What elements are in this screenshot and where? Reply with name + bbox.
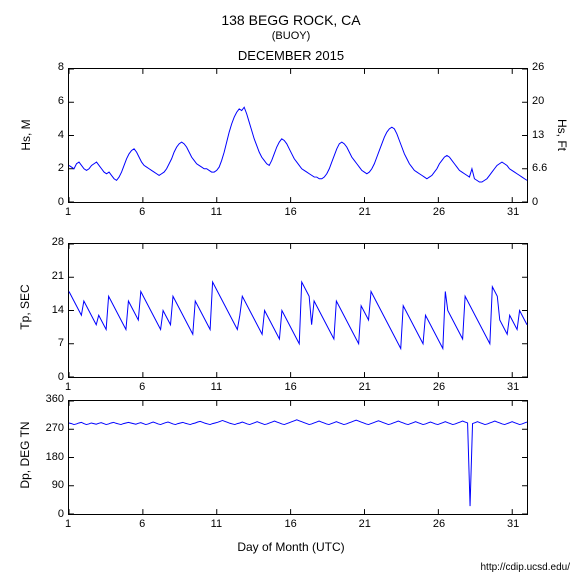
hs-panel: [68, 68, 528, 203]
ytick-label: 8: [34, 61, 64, 73]
xtick-label: 1: [53, 381, 83, 393]
xtick-label: 21: [350, 518, 380, 530]
y2tick-label: 0: [532, 196, 562, 208]
xtick-label: 16: [276, 381, 306, 393]
ytick-label: 28: [34, 236, 64, 248]
hs-plot: [69, 69, 527, 202]
ytick-label: 90: [34, 479, 64, 491]
xtick-label: 26: [424, 518, 454, 530]
tp-ylabel: Tp, SEC: [18, 282, 32, 332]
dp-panel: [68, 400, 528, 515]
xtick-label: 6: [127, 206, 157, 218]
tp-panel: [68, 243, 528, 378]
xtick-label: 11: [201, 518, 231, 530]
xtick-label: 6: [127, 518, 157, 530]
xtick-label: 16: [276, 206, 306, 218]
tp-plot: [69, 244, 527, 377]
dp-ylabel: Dp, DEG TN: [18, 420, 32, 490]
ytick-label: 21: [34, 270, 64, 282]
chart-month-title: DECEMBER 2015: [0, 48, 582, 63]
xtick-label: 21: [350, 381, 380, 393]
ytick-label: 6: [34, 95, 64, 107]
hs-ylabel: Hs, M: [19, 115, 33, 155]
xtick-label: 31: [498, 381, 528, 393]
xtick-label: 26: [424, 206, 454, 218]
dp-line: [69, 420, 527, 506]
ytick-label: 270: [34, 422, 64, 434]
hs-line: [69, 107, 527, 182]
xtick-label: 31: [498, 518, 528, 530]
y2tick-label: 20: [532, 95, 562, 107]
xtick-label: 26: [424, 381, 454, 393]
y2tick-label: 6.6: [532, 162, 562, 174]
y2tick-label: 13: [532, 129, 562, 141]
ytick-label: 2: [34, 162, 64, 174]
xtick-label: 6: [127, 381, 157, 393]
tp-line: [69, 282, 527, 349]
y2tick-label: 26: [532, 61, 562, 73]
chart-subtitle: (BUOY): [0, 30, 582, 42]
ytick-label: 4: [34, 129, 64, 141]
chart-title: 138 BEGG ROCK, CA: [0, 12, 582, 28]
xtick-label: 11: [201, 206, 231, 218]
dp-plot: [69, 401, 527, 514]
xtick-label: 1: [53, 206, 83, 218]
xtick-label: 11: [201, 381, 231, 393]
xtick-label: 31: [498, 206, 528, 218]
xtick-label: 21: [350, 206, 380, 218]
ytick-label: 360: [34, 393, 64, 405]
xtick-label: 16: [276, 518, 306, 530]
ytick-label: 7: [34, 337, 64, 349]
chart-container: 138 BEGG ROCK, CA (BUOY) DECEMBER 2015 H…: [0, 0, 582, 581]
ytick-label: 180: [34, 451, 64, 463]
ytick-label: 14: [34, 304, 64, 316]
footer-url: http://cdip.ucsd.edu/: [480, 562, 570, 573]
xtick-label: 1: [53, 518, 83, 530]
x-axis-label: Day of Month (UTC): [0, 540, 582, 554]
